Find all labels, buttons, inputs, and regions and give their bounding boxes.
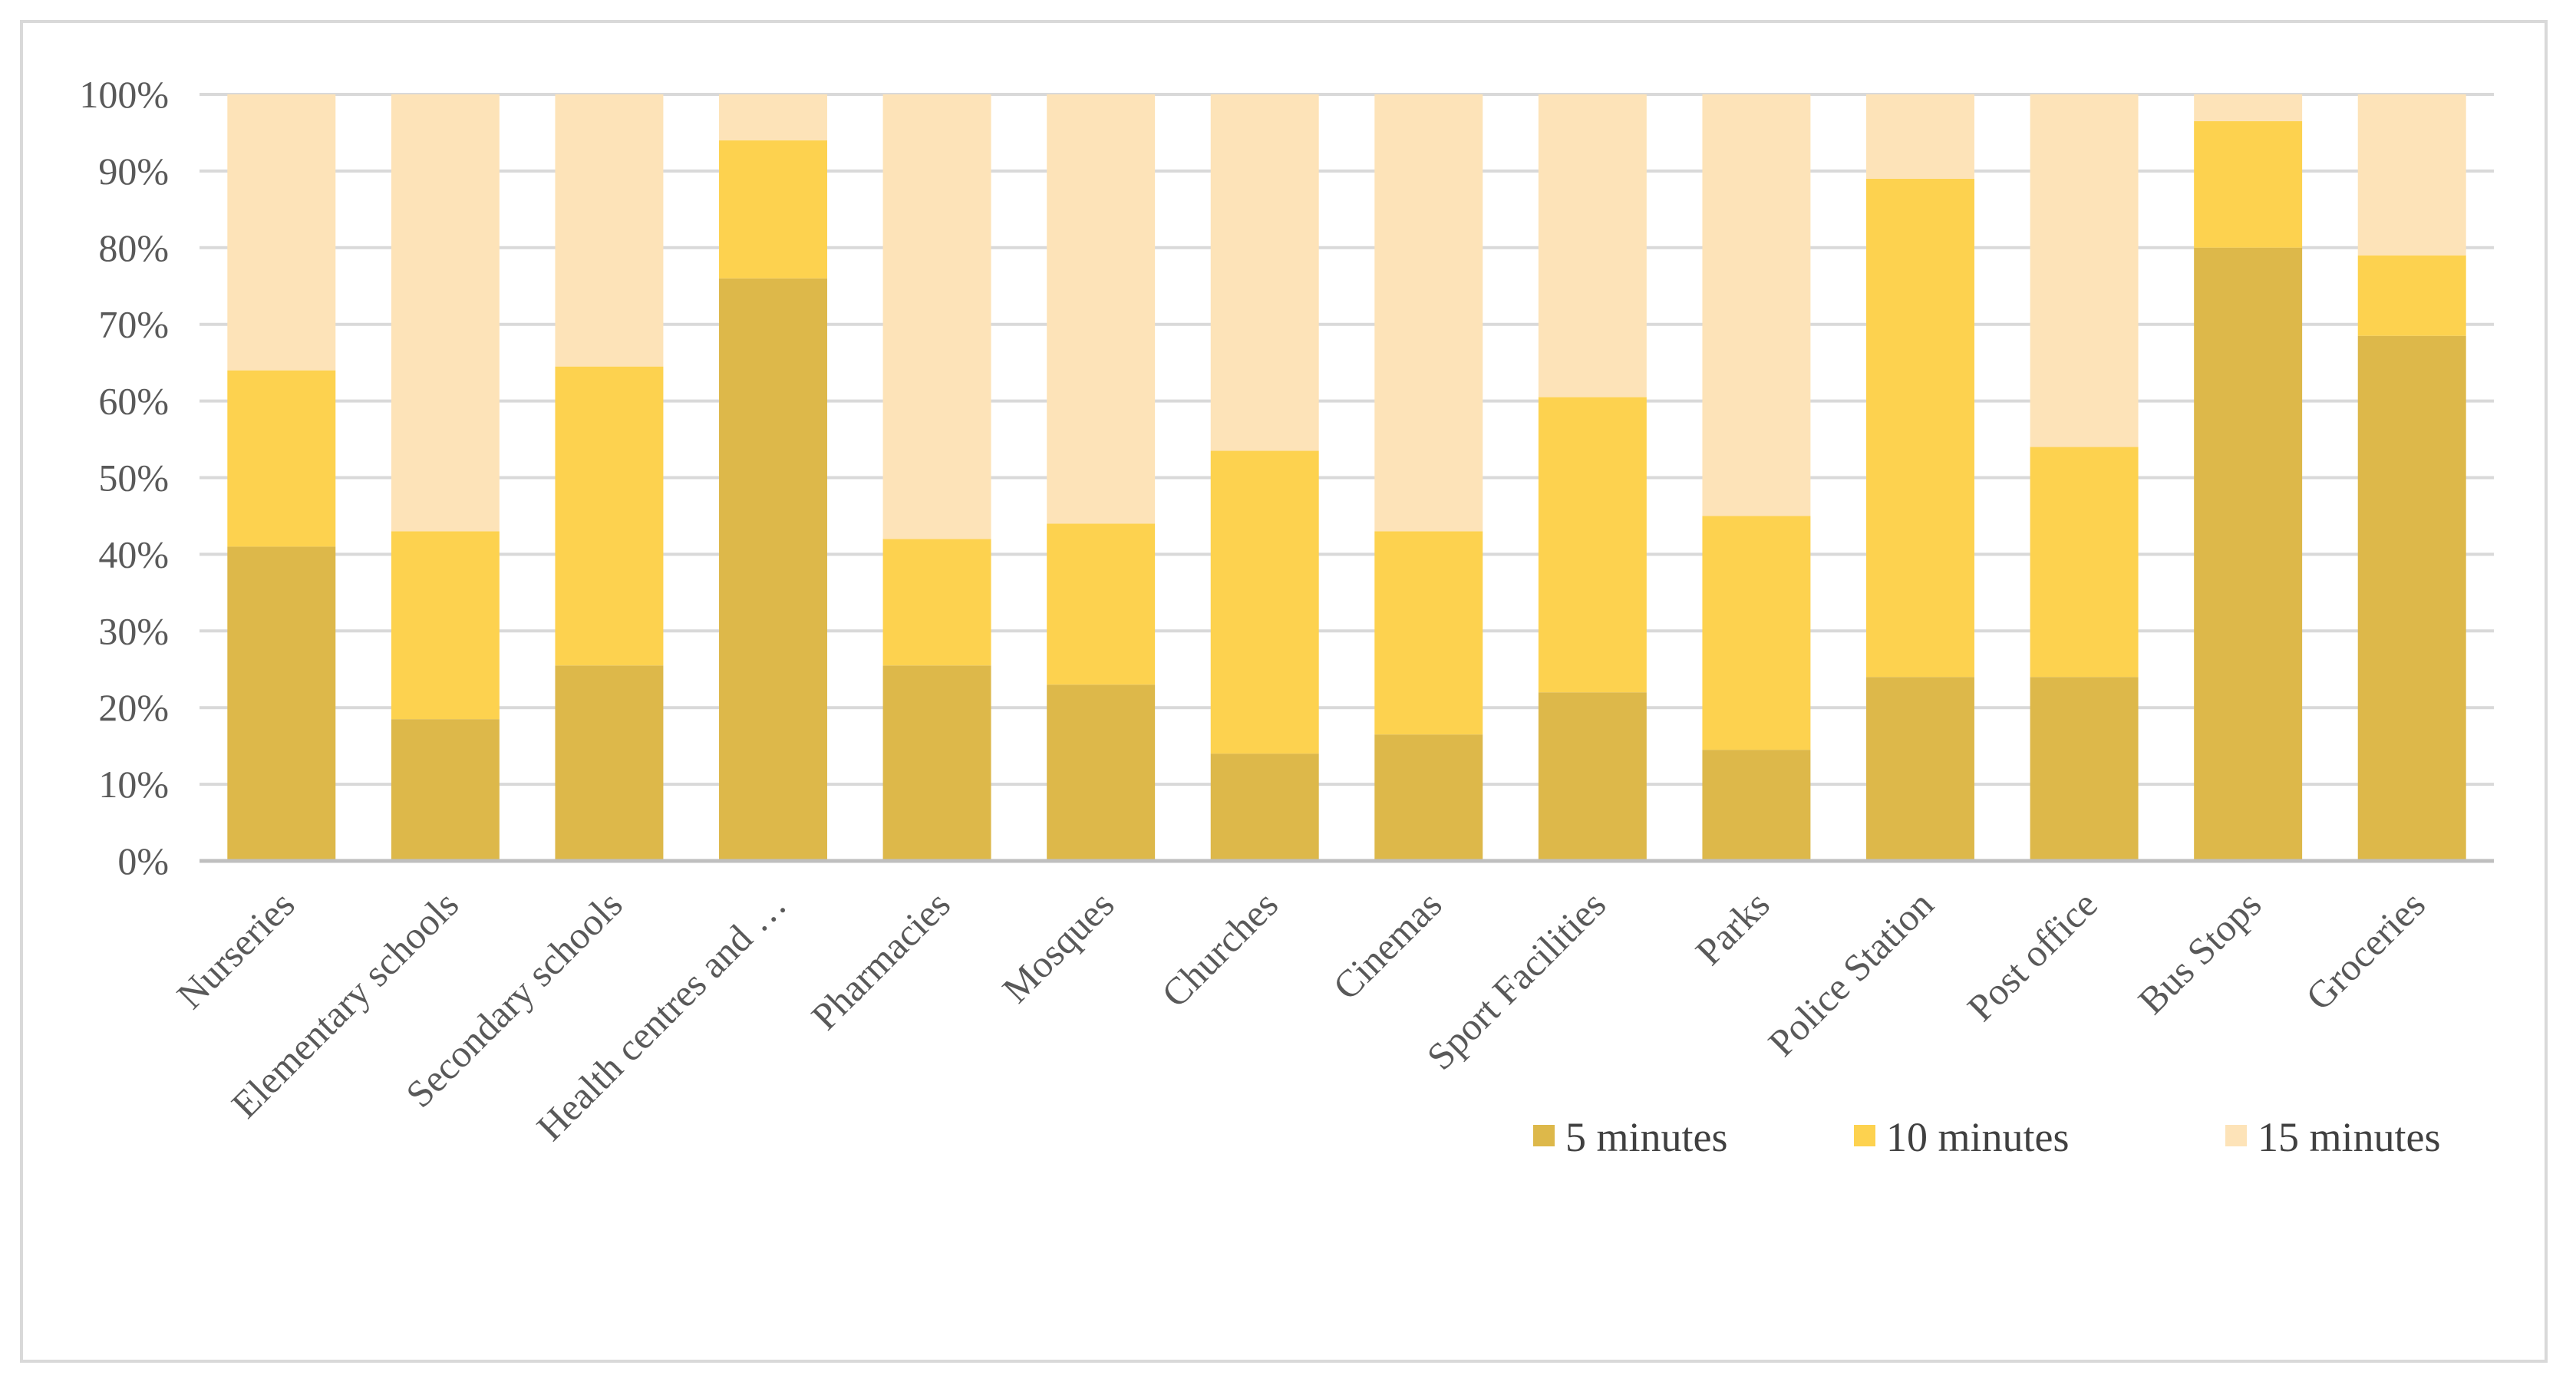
bar-segment: [555, 665, 664, 861]
bar-segment: [2030, 677, 2139, 861]
x-tick-label: Pharmacies: [803, 882, 958, 1038]
bar-segment: [882, 539, 991, 666]
x-tick-label: Nurseries: [168, 882, 302, 1017]
bar-segment: [2357, 255, 2466, 336]
y-tick-label: 50%: [98, 457, 169, 500]
x-tick-label: Groceries: [2297, 882, 2433, 1018]
x-tick-label: Mosques: [994, 882, 1122, 1011]
bar-segment: [1374, 531, 1483, 735]
bar-segment: [2357, 94, 2466, 256]
bar-segment: [227, 370, 336, 547]
bar-segment: [1210, 94, 1319, 451]
y-tick-label: 20%: [98, 686, 169, 729]
bar-segment: [555, 94, 664, 367]
bar-segment: [555, 366, 664, 666]
bar-segment: [719, 278, 827, 861]
bar-segment: [1538, 94, 1647, 397]
legend-swatch: [1854, 1125, 1875, 1146]
gridlines: [200, 93, 2494, 786]
bar-segment: [882, 665, 991, 861]
y-tick-label: 0%: [117, 839, 169, 882]
bar-segment: [391, 94, 500, 532]
y-tick-label: 70%: [98, 303, 169, 346]
x-tick-label: Parks: [1687, 882, 1778, 973]
y-tick-label: 80%: [98, 226, 169, 269]
bar-segment: [2357, 335, 2466, 861]
bar-segment: [1047, 523, 1156, 685]
bar-segment: [2030, 94, 2139, 447]
legend-swatch: [1533, 1125, 1555, 1146]
bar-segment: [1374, 734, 1483, 861]
x-tick-label: Police Station: [1760, 882, 1941, 1064]
bar-segment: [391, 719, 500, 861]
bar-segment: [1047, 684, 1156, 861]
y-tick-label: 40%: [98, 533, 169, 575]
y-tick-label: 10%: [98, 763, 169, 806]
legend-label: 10 minutes: [1886, 1114, 2070, 1160]
x-tick-label: Churches: [1153, 882, 1286, 1015]
bar-segment: [1866, 94, 1974, 179]
bar-segment: [2194, 94, 2303, 121]
legend-label: 15 minutes: [2258, 1114, 2441, 1160]
bar-segment: [1866, 677, 1974, 861]
stacked-bar-chart: 0% 10% 20% 30% 40% 50% 60% 70% 80% 90% 100% Nurseri…: [79, 73, 2494, 1160]
x-tick-label: Bus Stops: [2129, 882, 2269, 1022]
chart-frame: 0% 10% 20% 30% 40% 50% 60% 70% 80% 90% 100% Nurseri…: [20, 20, 2548, 1363]
y-tick-label: 60%: [98, 380, 169, 423]
bar-segment: [391, 531, 500, 720]
legend-swatch: [2225, 1125, 2247, 1146]
x-tick-label: Cinemas: [1324, 882, 1450, 1007]
x-tick-label: Post office: [1959, 882, 2106, 1029]
bars: [227, 94, 2466, 861]
bar-segment: [1538, 692, 1647, 861]
bar-segment: [1702, 94, 1811, 516]
bar-segment: [2194, 247, 2303, 861]
bar-segment: [1210, 754, 1319, 861]
bar-segment: [1374, 94, 1483, 532]
bar-segment: [2194, 120, 2303, 248]
bar-segment: [1047, 94, 1156, 524]
y-tick-label: 30%: [98, 609, 169, 652]
bar-segment: [1702, 516, 1811, 750]
y-tick-label: 90%: [98, 150, 169, 193]
y-tick-label: 100%: [79, 73, 169, 116]
legend: 5 minutes 10 minutes 15 minutes: [1533, 1114, 2441, 1160]
bar-segment: [719, 140, 827, 279]
bar-segment: [882, 94, 991, 539]
bar-segment: [1538, 397, 1647, 693]
bar-segment: [719, 94, 827, 140]
legend-label: 5 minutes: [1565, 1114, 1728, 1160]
bar-segment: [1866, 178, 1974, 678]
bar-segment: [227, 94, 336, 371]
bar-segment: [2030, 447, 2139, 678]
bar-segment: [1702, 750, 1811, 861]
bar-segment: [1210, 450, 1319, 754]
bar-segment: [227, 546, 336, 861]
